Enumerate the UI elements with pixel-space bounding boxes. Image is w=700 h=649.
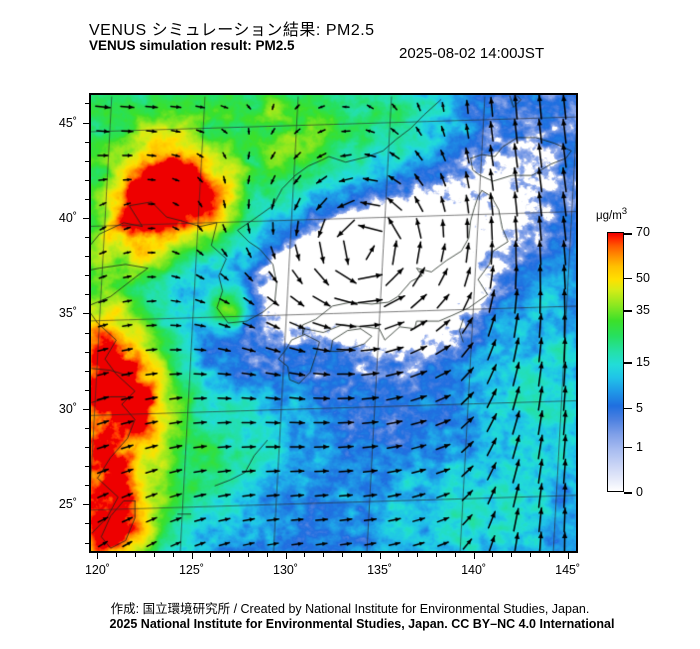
colorbar-unit-label: μg/m3 (596, 206, 627, 222)
y-axis-tick (83, 218, 89, 220)
y-axis-minor-tick (85, 351, 89, 353)
y-axis-minor-tick (85, 485, 89, 487)
y-axis-minor-tick (85, 447, 89, 449)
x-axis-minor-tick (436, 553, 437, 557)
colorbar-tick (624, 310, 632, 312)
x-axis-minor-tick (417, 553, 419, 557)
colorbar-label: 35 (636, 303, 650, 317)
x-axis-label: 125˚ (178, 563, 205, 577)
x-axis-minor-tick (341, 553, 343, 557)
y-axis-minor-tick (85, 427, 89, 429)
y-axis-label: 40˚ (58, 211, 77, 226)
page-title-english: VENUS simulation result: PM2.5 (89, 38, 295, 53)
y-axis-minor-tick (85, 370, 89, 372)
y-axis-minor-tick (85, 294, 89, 296)
y-axis-minor-tick (85, 179, 89, 181)
x-axis-tick (473, 553, 475, 559)
x-axis-minor-tick (210, 553, 212, 557)
x-axis-minor-tick (454, 553, 456, 557)
x-axis-label: 145˚ (555, 563, 581, 577)
y-axis-minor-tick (85, 332, 89, 334)
colorbar-tick (624, 407, 632, 409)
colorbar-label: 5 (636, 400, 643, 415)
colorbar[interactable] (607, 232, 624, 492)
x-axis-minor-tick (116, 553, 118, 557)
colorbar-unit-exponent: 3 (621, 206, 628, 217)
colorbar-label: 1 (636, 439, 643, 454)
x-axis-minor-tick (247, 553, 249, 557)
x-axis-minor-tick (135, 553, 137, 557)
x-axis-minor-tick (229, 553, 231, 557)
x-axis-tick (285, 553, 287, 559)
y-axis-minor-tick (85, 237, 89, 239)
footer-credit: 作成: 国立環境研究所 / Created by National Instit… (110, 602, 590, 616)
y-axis-minor-tick (85, 523, 89, 525)
x-axis-label: 140˚ (461, 563, 487, 577)
timestamp-label: 2025-08-02 14:00JST (399, 45, 545, 62)
colorbar-label: 0 (636, 485, 643, 499)
y-axis-minor-tick (85, 389, 89, 391)
x-axis-tick (191, 553, 193, 559)
x-axis-label: 135˚ (367, 563, 393, 577)
y-axis-label: 45˚ (58, 115, 77, 130)
colorbar-label: 70 (636, 225, 650, 239)
x-axis-minor-tick (492, 553, 494, 557)
x-axis-minor-tick (530, 553, 532, 557)
x-axis-minor-tick (153, 553, 155, 557)
colorbar-label: 50 (636, 270, 650, 285)
x-axis-label: 130˚ (273, 563, 299, 577)
footer-license: 2025 National Institute for Environmenta… (0, 617, 700, 631)
x-axis-tick (379, 553, 381, 559)
y-axis-minor-tick (85, 198, 89, 200)
x-axis-minor-tick (398, 553, 400, 557)
x-axis-minor-tick (548, 553, 550, 557)
colorbar-tick (624, 277, 632, 279)
y-axis-tick (83, 122, 89, 124)
y-axis-minor-tick (85, 466, 89, 468)
x-axis-tick (97, 553, 99, 559)
y-axis-label: 35˚ (58, 306, 77, 321)
y-axis-minor-tick (85, 275, 89, 277)
y-axis-minor-tick (85, 542, 89, 544)
x-axis-minor-tick (266, 553, 268, 557)
x-axis-tick (567, 553, 569, 559)
y-axis-minor-tick (85, 103, 89, 105)
x-axis-minor-tick (172, 553, 174, 557)
y-axis-minor-tick (85, 160, 89, 162)
colorbar-tick (624, 362, 632, 364)
x-axis-minor-tick (304, 553, 306, 557)
y-axis-minor-tick (85, 256, 89, 258)
map-plot-area[interactable] (89, 93, 578, 553)
y-axis-tick (83, 313, 89, 315)
x-axis-minor-tick (511, 553, 513, 557)
pm25-concentration-heatmap (91, 95, 576, 551)
y-axis-label: 30˚ (58, 401, 77, 416)
y-axis-minor-tick (85, 141, 89, 143)
colorbar-tick (624, 233, 632, 235)
colorbar-unit-text: μg/m (596, 209, 622, 222)
colorbar-tick (624, 492, 632, 494)
x-axis-minor-tick (323, 553, 325, 557)
colorbar-tick (624, 446, 632, 448)
x-axis-minor-tick (360, 553, 362, 557)
colorbar-gradient (608, 233, 623, 491)
x-axis-label: 120˚ (84, 563, 110, 577)
footer-license-text: 2025 National Institute for Environmenta… (109, 617, 615, 631)
y-axis-tick (83, 408, 89, 410)
colorbar-label: 15 (636, 355, 650, 369)
page-title-japanese: VENUS シミュレーション結果: PM2.5 (89, 22, 375, 39)
y-axis-tick (83, 504, 89, 506)
y-axis-label: 25˚ (58, 497, 77, 512)
